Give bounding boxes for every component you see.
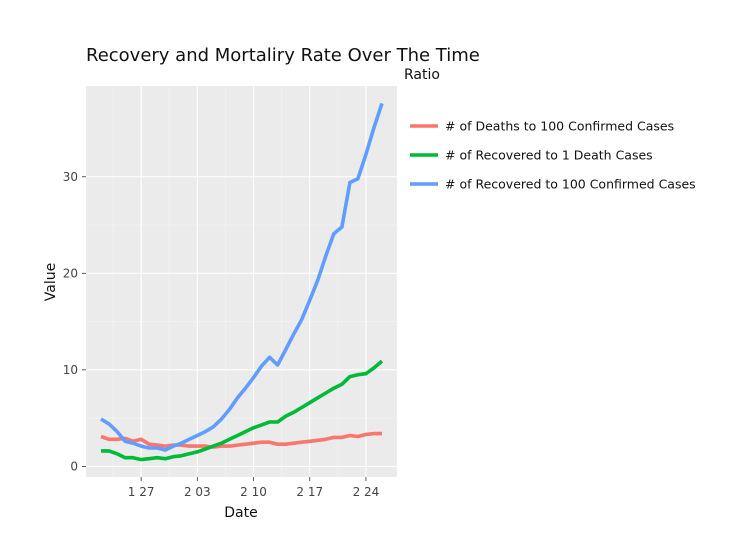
series-line-1 (100, 431, 382, 449)
legend-item: # of Recovered to 100 Confirmed Cases (410, 177, 696, 192)
x-axis-ticks: 1 27 2 03 2 10 2 17 2 24 (128, 477, 380, 499)
x-tick-label: 2 17 (296, 485, 323, 499)
x-tick-label: 2 03 (184, 485, 211, 499)
legend-title: Ratio (404, 67, 440, 83)
y-tick-label: 20 (63, 266, 78, 280)
grid (86, 86, 397, 477)
y-tick-label: 0 (70, 459, 78, 473)
chart-title: Recovery and Mortaliry Rate Over The Tim… (86, 45, 480, 66)
legend-item: # of Deaths to 100 Confirmed Cases (410, 119, 674, 134)
plot-panel (86, 86, 397, 477)
x-tick-label: 2 24 (353, 485, 380, 499)
x-tick-label: 2 10 (240, 485, 267, 499)
legend-label: # of Recovered to 1 Death Cases (445, 148, 653, 163)
series-line-3 (100, 102, 384, 452)
legend-item: # of Recovered to 1 Death Cases (410, 148, 653, 163)
y-axis-ticks: 0 10 20 30 (63, 170, 86, 473)
y-tick-label: 30 (63, 170, 78, 184)
series-line-2 (101, 359, 384, 462)
y-axis-title: Value (43, 263, 59, 301)
legend-label: # of Recovered to 100 Confirmed Cases (445, 177, 696, 192)
legend-label: # of Deaths to 100 Confirmed Cases (445, 119, 674, 134)
x-tick-label: 1 27 (128, 485, 155, 499)
y-tick-label: 10 (63, 363, 78, 377)
x-axis-title: Date (224, 505, 257, 521)
series-lines (100, 102, 384, 462)
legend: Ratio # of Deaths to 100 Confirmed Cases… (404, 67, 696, 192)
